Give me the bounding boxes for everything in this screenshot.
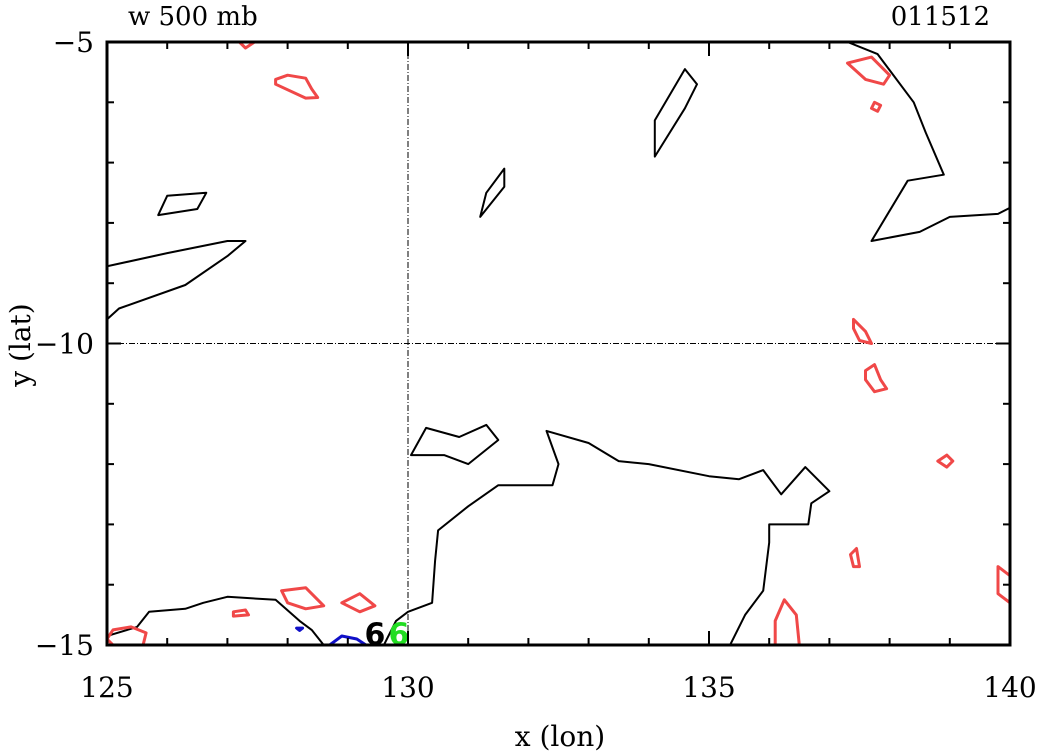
y-tick-label: −10: [35, 328, 94, 361]
contour-negative-22: [328, 634, 367, 645]
x-tick-label: 130: [381, 671, 434, 704]
marker-label-0: 6: [364, 618, 385, 653]
x-tick-label: 140: [983, 671, 1036, 704]
x-axis-label: x (lon): [515, 720, 605, 752]
contour-positive-14: [936, 453, 955, 469]
x-tick-label: 135: [682, 671, 735, 704]
contour-positive-19: [340, 592, 377, 614]
contour-positive-13: [864, 363, 889, 394]
contour-zero-4: [847, 42, 1010, 242]
contour-zero-6: [383, 429, 831, 645]
y-tick-label: −15: [35, 629, 94, 662]
y-tick-label: −5: [53, 26, 94, 59]
y-axis-label: y (lat): [4, 303, 37, 387]
axis-ticks: 125 130 135 140 −15 −10 −5: [35, 26, 1037, 704]
contour-positive-11: [870, 100, 883, 113]
contour-positive-8: [237, 42, 256, 50]
contour-zero-3: [653, 68, 698, 158]
contour-zero-2: [479, 167, 506, 218]
contour-positive-20: [231, 608, 250, 618]
contour-zero-0: [107, 240, 247, 321]
chart-title-left: w 500 mb: [128, 2, 258, 32]
contour-positive-10: [846, 55, 892, 86]
contour-positive-16: [996, 565, 1010, 605]
contour-positive-12: [852, 317, 873, 345]
chart-title-right: 011512: [891, 2, 990, 32]
contour-positive-9: [274, 73, 320, 100]
contour-positive-17: [773, 598, 801, 645]
contour-negative-23: [295, 626, 305, 632]
contour-positive-21: [107, 625, 148, 645]
contour-zero-1: [157, 191, 208, 217]
contour-zero-7: [410, 423, 500, 466]
contour-positive-15: [849, 547, 861, 569]
x-tick-label: 125: [80, 671, 133, 704]
contour-zero-5: [107, 595, 325, 645]
marker-label-1: 6: [389, 618, 410, 653]
contour-positive-18: [280, 586, 326, 611]
